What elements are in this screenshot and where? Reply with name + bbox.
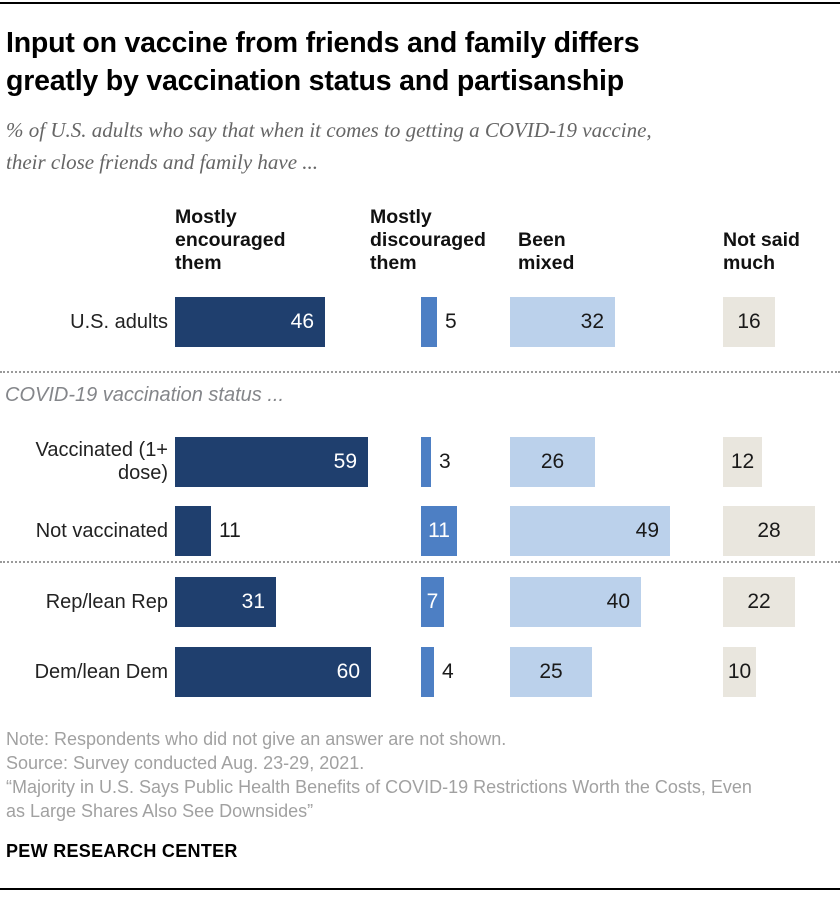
bar-value-label: 28 bbox=[757, 519, 781, 542]
page-title-line2: greatly by vaccination status and partis… bbox=[6, 65, 624, 97]
bar: 60 bbox=[175, 647, 371, 697]
bar-value-label: 26 bbox=[540, 450, 565, 473]
bar: 11 bbox=[421, 506, 457, 556]
bar-value-label: 12 bbox=[730, 450, 755, 473]
bar-value-label: 32 bbox=[580, 310, 604, 333]
bar-value-label: 7 bbox=[426, 590, 439, 613]
footer-quote-line1: “Majority in U.S. Says Public Health Ben… bbox=[6, 777, 752, 797]
section-divider bbox=[0, 561, 840, 563]
bar: 28 bbox=[723, 506, 815, 556]
chart-footer: Note: Respondents who did not give an an… bbox=[6, 727, 834, 823]
bar-value-label: 16 bbox=[737, 310, 761, 333]
column-header: Been mixed bbox=[518, 229, 575, 274]
bar: 22 bbox=[723, 577, 795, 627]
chart-subtitle-line1: % of U.S. adults who say that when it co… bbox=[6, 118, 652, 142]
bar bbox=[421, 437, 431, 487]
bar-value-label: 25 bbox=[539, 660, 563, 683]
bar: 25 bbox=[510, 647, 592, 697]
chart-subtitle: % of U.S. adults who say that when it co… bbox=[6, 114, 830, 178]
section-divider bbox=[0, 371, 840, 373]
page-title-line1: Input on vaccine from friends and family… bbox=[6, 27, 640, 59]
bar bbox=[421, 647, 434, 697]
column-header: Mostly discouraged them bbox=[370, 206, 486, 274]
bar: 26 bbox=[510, 437, 595, 487]
row-label: Not vaccinated bbox=[35, 519, 168, 542]
bar-value-label: 31 bbox=[241, 590, 265, 613]
bar: 31 bbox=[175, 577, 276, 627]
bar-value-label: 40 bbox=[606, 590, 630, 613]
chart-subtitle-line2: their close friends and family have ... bbox=[6, 150, 319, 174]
bar: 10 bbox=[723, 647, 756, 697]
page-title: Input on vaccine from friends and family… bbox=[6, 24, 786, 100]
bar: 16 bbox=[723, 297, 775, 347]
row-label: Vaccinated (1+ dose) bbox=[35, 439, 169, 484]
bar-value-label: 11 bbox=[219, 519, 241, 542]
top-rule bbox=[0, 2, 840, 4]
bar: 7 bbox=[421, 577, 444, 627]
bar-value-label: 4 bbox=[442, 660, 454, 683]
brand-label: PEW RESEARCH CENTER bbox=[6, 841, 238, 861]
bar-value-label: 11 bbox=[428, 519, 450, 542]
bar-value-label: 10 bbox=[727, 660, 752, 683]
bottom-rule bbox=[0, 888, 840, 890]
row-label: Dem/lean Dem bbox=[34, 660, 168, 683]
column-header: Not said much bbox=[723, 229, 800, 274]
footer-source: Source: Survey conducted Aug. 23-29, 202… bbox=[6, 753, 365, 773]
column-header: Mostly encouraged them bbox=[175, 206, 286, 274]
bar: 46 bbox=[175, 297, 325, 347]
bar bbox=[421, 297, 437, 347]
bar-value-label: 3 bbox=[439, 450, 451, 473]
bar-value-label: 49 bbox=[635, 519, 659, 542]
bar: 59 bbox=[175, 437, 368, 487]
bar-value-label: 59 bbox=[333, 450, 357, 473]
bar: 40 bbox=[510, 577, 641, 627]
row-label: U.S. adults bbox=[70, 310, 168, 333]
footer-note: Note: Respondents who did not give an an… bbox=[6, 729, 507, 749]
bar-value-label: 46 bbox=[290, 310, 314, 333]
row-label: Rep/lean Rep bbox=[45, 590, 168, 613]
footer-quote-line2: as Large Shares Also See Downsides” bbox=[6, 801, 314, 821]
bar-value-label: 22 bbox=[747, 590, 771, 613]
bar bbox=[175, 506, 211, 556]
bar-value-label: 60 bbox=[336, 660, 360, 683]
bar: 32 bbox=[510, 297, 615, 347]
section-label: COVID-19 vaccination status ... bbox=[5, 384, 285, 406]
bar-value-label: 5 bbox=[445, 310, 457, 333]
bar: 49 bbox=[510, 506, 670, 556]
bar: 12 bbox=[723, 437, 762, 487]
